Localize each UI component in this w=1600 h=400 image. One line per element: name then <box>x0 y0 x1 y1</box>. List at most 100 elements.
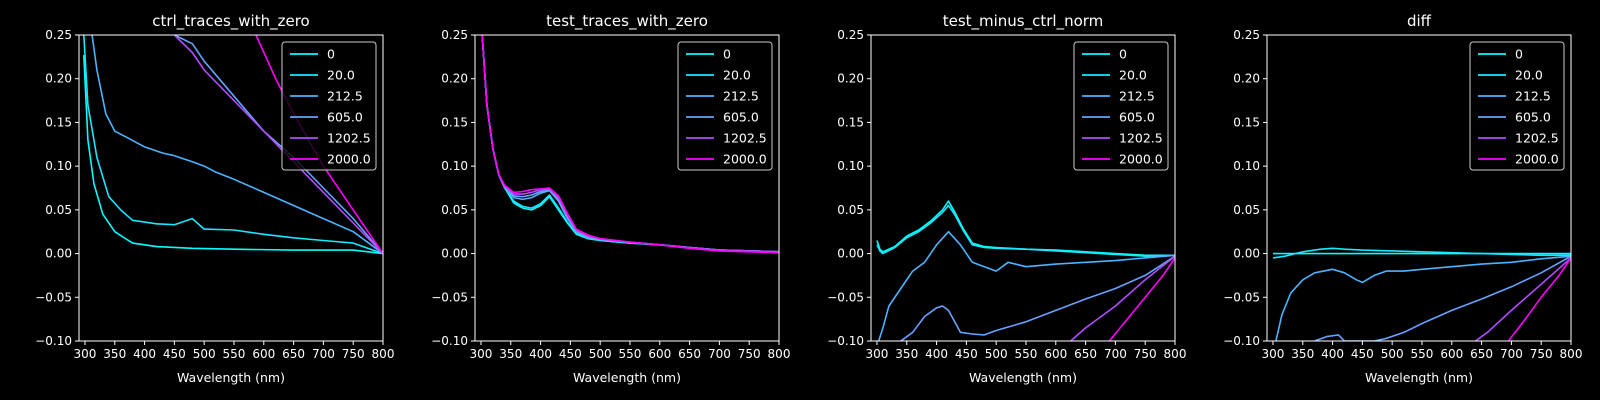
legend-entry: 2000.0 <box>1119 152 1163 167</box>
chart-title: diff <box>1407 12 1432 30</box>
y-tick-label: −0.05 <box>827 290 864 304</box>
y-tick-label: 0.10 <box>441 159 468 173</box>
x-tick-label: 400 <box>925 347 948 361</box>
x-tick-label: 600 <box>648 347 671 361</box>
y-tick-label: 0.05 <box>837 203 864 217</box>
x-tick-label: 400 <box>133 347 156 361</box>
series-line-4 <box>1070 255 1175 341</box>
x-tick-label: 550 <box>1015 347 1038 361</box>
y-tick-label: 0.25 <box>45 28 72 42</box>
y-tick-label: 0.15 <box>1233 115 1260 129</box>
x-tick-label: 800 <box>372 347 395 361</box>
x-tick-label: 450 <box>163 347 186 361</box>
x-tick-label: 550 <box>1411 347 1434 361</box>
legend-entry: 2000.0 <box>1515 152 1559 167</box>
legend-entry: 605.0 <box>327 110 363 125</box>
x-tick-label: 350 <box>895 347 918 361</box>
legend-entry: 1202.5 <box>327 131 371 146</box>
x-tick-label: 650 <box>1074 347 1097 361</box>
x-tick-label: 800 <box>1560 347 1583 361</box>
x-tick-label: 350 <box>103 347 126 361</box>
y-tick-label: 0.20 <box>441 72 468 86</box>
y-tick-label: −0.05 <box>35 290 72 304</box>
legend-entry: 20.0 <box>327 68 355 83</box>
y-tick-label: 0.25 <box>837 28 864 42</box>
legend-entry: 1202.5 <box>723 131 767 146</box>
x-tick-label: 700 <box>1104 347 1127 361</box>
x-tick-label: 750 <box>738 347 761 361</box>
x-axis-label: Wavelength (nm) <box>969 370 1077 385</box>
y-tick-label: 0.00 <box>837 247 864 261</box>
x-tick-label: 400 <box>529 347 552 361</box>
chart-panel-0: ctrl_traces_with_zero 300 350 400 450 500 550 6… <box>35 12 394 385</box>
series-line-1 <box>876 204 1175 257</box>
series-line-3 <box>1314 255 1571 341</box>
legend-entry: 0 <box>327 47 335 62</box>
series-line-1 <box>1272 247 1571 259</box>
series-line-4 <box>1475 257 1571 341</box>
y-tick-label: 0.20 <box>45 72 72 86</box>
series-line-5 <box>1108 257 1175 341</box>
legend-entry: 605.0 <box>1119 110 1155 125</box>
x-tick-label: 800 <box>1164 347 1187 361</box>
x-tick-label: 650 <box>1470 347 1493 361</box>
x-tick-label: 300 <box>866 347 889 361</box>
y-tick-label: 0.00 <box>441 247 468 261</box>
series-line-5 <box>1507 257 1571 341</box>
y-tick-label: −0.10 <box>431 334 468 348</box>
legend-entry: 212.5 <box>327 89 363 104</box>
x-tick-label: 300 <box>1262 347 1285 361</box>
x-tick-label: 450 <box>559 347 582 361</box>
legend-entry: 0 <box>1515 47 1523 62</box>
legend-entry: 605.0 <box>723 110 759 125</box>
series-line-5 <box>481 35 779 254</box>
x-tick-label: 500 <box>1381 347 1404 361</box>
y-tick-label: 0.20 <box>1233 72 1260 86</box>
y-tick-label: 0.15 <box>441 115 468 129</box>
legend-entry: 20.0 <box>1515 68 1543 83</box>
legend-entry: 605.0 <box>1515 110 1551 125</box>
legend-entry: 0 <box>1119 47 1127 62</box>
x-tick-label: 550 <box>223 347 246 361</box>
series-line-3 <box>900 255 1175 341</box>
plot-frame <box>870 34 1176 342</box>
x-tick-label: 450 <box>955 347 978 361</box>
chart-panel-2: test_minus_ctrl_norm 300 350 400 450 500 550 60… <box>827 12 1186 385</box>
series-line-2 <box>877 230 1175 341</box>
x-tick-label: 650 <box>282 347 305 361</box>
chart-title: ctrl_traces_with_zero <box>152 12 309 31</box>
series-line-0 <box>83 55 383 255</box>
x-tick-label: 700 <box>1500 347 1523 361</box>
legend-entry: 212.5 <box>1119 89 1155 104</box>
x-tick-label: 750 <box>342 347 365 361</box>
legend: 0 20.0 212.5 605.0 1202.5 2000.0 <box>1469 41 1565 171</box>
y-tick-label: 0.05 <box>1233 203 1260 217</box>
x-tick-label: 400 <box>1321 347 1344 361</box>
x-axis-label: Wavelength (nm) <box>573 370 681 385</box>
chart-title: test_traces_with_zero <box>546 12 708 31</box>
series-line-1 <box>83 35 383 255</box>
chart-title: test_minus_ctrl_norm <box>943 12 1104 31</box>
plot-frame <box>1266 34 1572 342</box>
plot-frame <box>474 34 780 342</box>
x-tick-label: 500 <box>589 347 612 361</box>
x-tick-label: 800 <box>768 347 791 361</box>
y-tick-label: 0.10 <box>1233 159 1260 173</box>
series-line-2 <box>91 35 383 255</box>
y-tick-label: 0.25 <box>1233 28 1260 42</box>
y-tick-label: −0.10 <box>827 334 864 348</box>
y-tick-label: 0.20 <box>837 72 864 86</box>
y-tick-label: −0.05 <box>1223 290 1260 304</box>
x-tick-label: 650 <box>678 347 701 361</box>
legend: 0 20.0 212.5 605.0 1202.5 2000.0 <box>677 41 773 171</box>
legend-entry: 20.0 <box>723 68 751 83</box>
plot-frame <box>78 34 384 342</box>
x-tick-label: 600 <box>1440 347 1463 361</box>
legend-entry: 20.0 <box>1119 68 1147 83</box>
legend-entry: 1202.5 <box>1515 131 1559 146</box>
x-tick-label: 300 <box>470 347 493 361</box>
series-line-4 <box>173 35 383 255</box>
chart-panel-3: diff 300 350 400 450 500 550 600 650 700 750 800 −0.… <box>1223 12 1582 385</box>
y-tick-label: −0.10 <box>35 334 72 348</box>
